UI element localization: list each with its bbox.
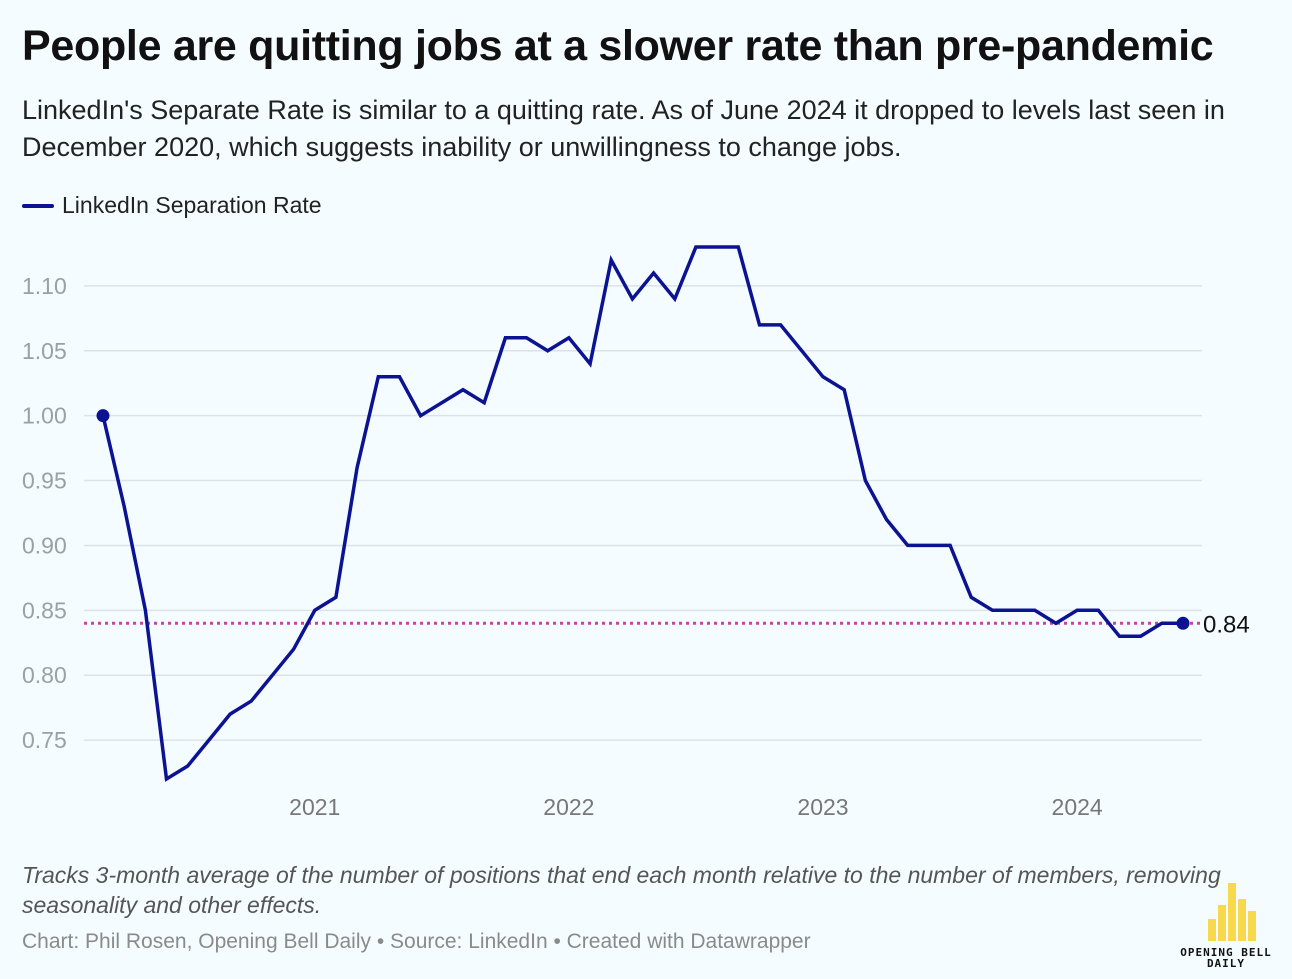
line-chart: 0.750.800.850.900.951.001.051.10 2021 202… [22,245,1250,820]
y-tick-label: 0.75 [22,727,67,753]
end-value-label: 0.84 [1203,611,1250,638]
series-line [101,245,1185,782]
logo-line1: OPENING BELL [1180,946,1272,959]
x-tick-label: 2021 [289,794,340,820]
start-point-marker [96,409,110,423]
y-tick-label: 1.05 [22,338,67,364]
bar-logo-icon [1208,883,1256,941]
y-tick-label: 0.85 [22,597,67,623]
series-group [96,245,1190,782]
chart-credit: Chart: Phil Rosen, Opening Bell Daily • … [22,930,811,953]
x-axis-ticks: 2021 2022 2023 2024 [289,794,1103,820]
logo-line2: DAILY [1206,957,1246,970]
chart-subtitle: LinkedIn's Separate Rate is similar to a… [22,95,1225,162]
y-tick-label: 0.95 [22,468,67,494]
gridlines [84,285,1202,741]
legend-label: LinkedIn Separation Rate [62,192,322,218]
chart-notes: Tracks 3-month average of the number of … [22,862,1221,918]
y-tick-label: 0.80 [22,662,67,688]
y-tick-label: 1.10 [22,273,67,299]
y-axis-ticks: 0.75 0.80 0.85 0.90 0.95 1.00 1.05 1.10 [22,273,67,753]
y-tick-label: 1.00 [22,403,67,429]
x-tick-label: 2022 [543,794,594,820]
chart-title: People are quitting jobs at a slower rat… [22,22,1214,70]
end-point-marker [1176,616,1190,630]
x-tick-label: 2023 [797,794,848,820]
legend: LinkedIn Separation Rate [22,192,322,219]
opening-bell-logo: OPENING BELL DAILY [1176,881,1276,971]
legend-swatch [22,203,54,208]
data-labels: 0.84 [1203,611,1250,638]
y-tick-label: 0.90 [22,532,67,558]
x-tick-label: 2024 [1052,794,1103,820]
